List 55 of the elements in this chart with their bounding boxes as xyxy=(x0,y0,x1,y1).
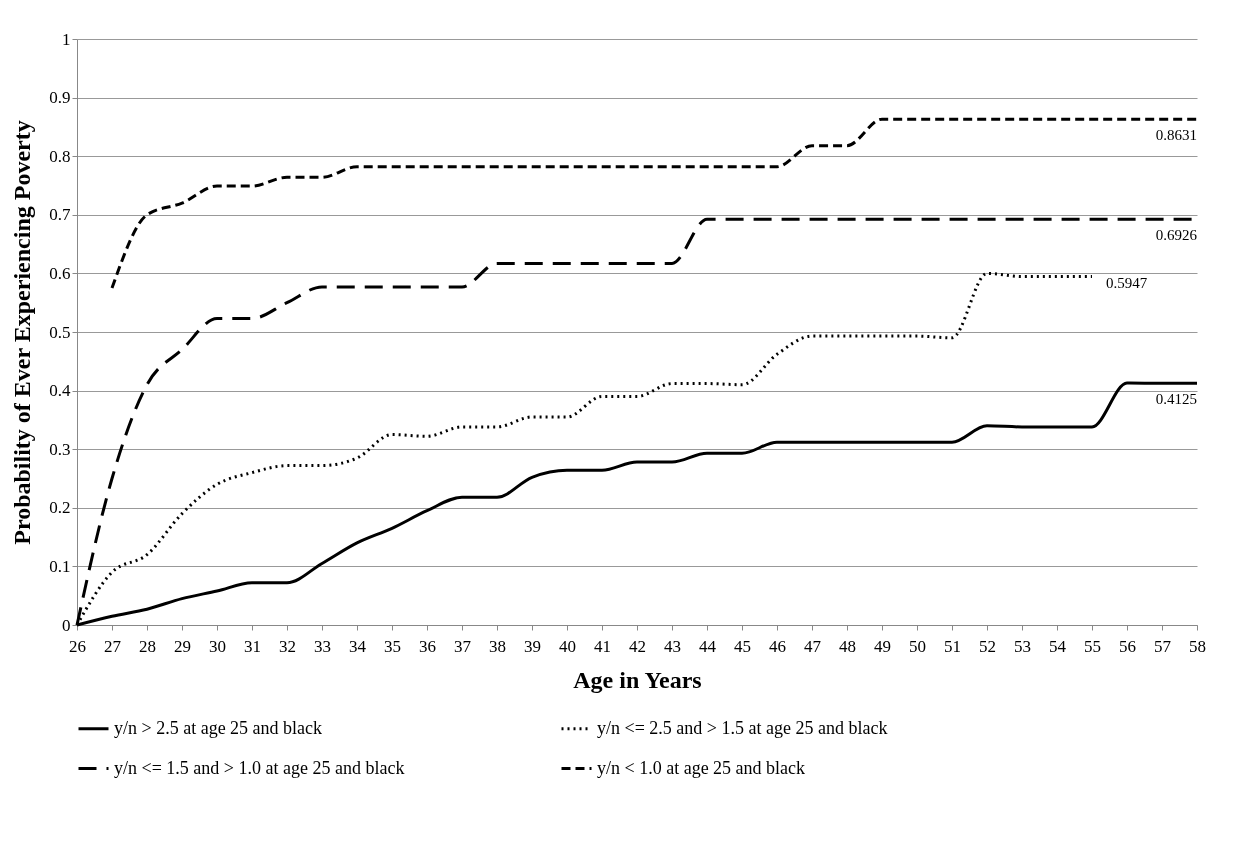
legend-label: y/n < 1.0 at age 25 and black xyxy=(597,757,806,778)
legend-label: y/n > 2.5 at age 25 and black xyxy=(114,717,323,738)
x-tick-label: 55 xyxy=(1084,636,1101,656)
y-tick-label: 0.1 xyxy=(49,556,71,576)
x-tick-label: 36 xyxy=(419,636,436,656)
x-tick-label: 32 xyxy=(279,636,296,656)
x-tick-label: 45 xyxy=(734,636,751,656)
x-tick-label: 44 xyxy=(699,636,717,656)
x-tick-label: 31 xyxy=(244,636,261,656)
x-tick-label: 39 xyxy=(524,636,541,656)
x-tick-label: 46 xyxy=(769,636,786,656)
x-tick-label: 27 xyxy=(104,636,122,656)
x-tick-label: 35 xyxy=(384,636,401,656)
line-series xyxy=(110,117,1199,290)
x-tick-label: 40 xyxy=(559,636,576,656)
legend-label: y/n <= 1.5 and > 1.0 at age 25 and black xyxy=(114,757,405,778)
y-tick-label: 1 xyxy=(62,29,71,49)
annotation: 0.6926 xyxy=(1155,227,1198,244)
x-tick-label: 33 xyxy=(314,636,331,656)
x-tick-label: 29 xyxy=(174,636,191,656)
x-tick-label: 30 xyxy=(209,636,226,656)
x-tick-label: 52 xyxy=(979,636,996,656)
x-tick-label: 54 xyxy=(1049,636,1067,656)
x-tick-label: 28 xyxy=(139,636,156,656)
x-tick-label: 26 xyxy=(69,636,86,656)
x-tick-label: 47 xyxy=(804,636,822,656)
x-tick-label: 56 xyxy=(1119,636,1136,656)
x-tick-label: 43 xyxy=(664,636,681,656)
x-tick-label: 49 xyxy=(874,636,891,656)
y-tick-label: 0.6 xyxy=(49,263,71,283)
y-tick-label: 0 xyxy=(62,615,71,635)
annotation: 0.5947 xyxy=(1106,274,1148,291)
annotation: 0.4125 xyxy=(1155,391,1197,408)
y-tick-label: 0.7 xyxy=(49,205,71,225)
x-tick-label: 38 xyxy=(489,636,506,656)
x-tick-label: 58 xyxy=(1189,636,1206,656)
x-tick-label: 37 xyxy=(454,636,472,656)
y-tick-label: 0.2 xyxy=(49,498,71,518)
y-tick-label: 0.8 xyxy=(49,146,71,166)
x-tick-label: 34 xyxy=(349,636,367,656)
x-tick-label: 42 xyxy=(629,636,646,656)
y-tick-label: 0.5 xyxy=(49,322,71,342)
x-tick-label: 57 xyxy=(1154,636,1172,656)
y-axis-title: Probability of Ever Experiencing Poverty xyxy=(9,120,36,545)
x-tick-label: 53 xyxy=(1014,636,1031,656)
x-tick-label: 51 xyxy=(944,636,961,656)
x-axis-title: Age in Years xyxy=(573,666,702,693)
annotation: 0.8631 xyxy=(1155,127,1197,144)
x-tick-label: 48 xyxy=(839,636,856,656)
y-tick-label: 0.4 xyxy=(49,381,71,401)
x-tick-label: 41 xyxy=(594,636,611,656)
x-tick-label: 50 xyxy=(909,636,926,656)
y-tick-label: 0.3 xyxy=(49,439,71,459)
legend-label: y/n <= 2.5 and > 1.5 at age 25 and black xyxy=(597,717,888,738)
y-tick-label: 0.9 xyxy=(49,88,71,108)
